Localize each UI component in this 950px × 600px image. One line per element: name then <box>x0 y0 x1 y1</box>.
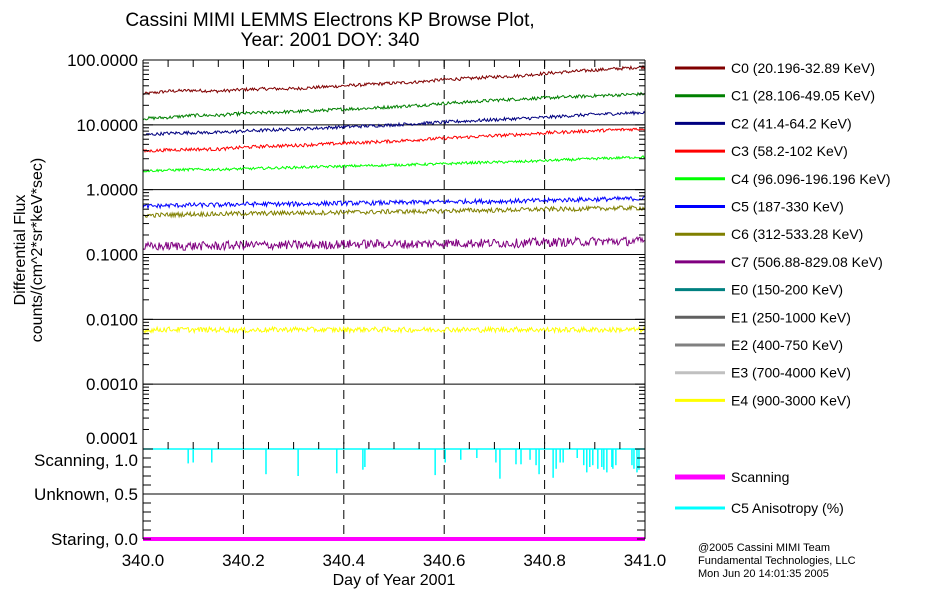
legend-label: E3 (700-4000 KeV) <box>731 365 851 381</box>
y-tick-label: 1.0000 <box>86 181 138 200</box>
series-line <box>142 195 646 210</box>
y-tick-label: 0.0100 <box>86 310 138 329</box>
y-tick-label: 10.0000 <box>77 116 138 135</box>
series-line <box>142 110 646 137</box>
x-tick-label: 340.6 <box>423 551 466 570</box>
legend-label: C0 (20.196-32.89 KeV) <box>731 60 875 76</box>
series-line <box>142 325 646 335</box>
y-tick-label: Staring, 0.0 <box>51 530 138 549</box>
y-axis-label-line2: counts/(cm^2*sr*keV*sec) <box>29 158 46 342</box>
x-tick-label: 340.8 <box>523 551 566 570</box>
legend-label: Scanning <box>731 469 789 485</box>
series-group <box>142 64 646 541</box>
legend-label: C5 Anisotropy (%) <box>731 500 844 516</box>
x-tick-label: 340.2 <box>222 551 265 570</box>
legend-label: C5 (187-330 KeV) <box>731 199 844 215</box>
y-tick-label: 0.0010 <box>86 375 138 394</box>
footer-line1: @2005 Cassini MIMI Team <box>698 542 830 554</box>
legend-label: C4 (96.096-196.196 KeV) <box>731 171 891 187</box>
legend-label: C7 (506.88-829.08 KeV) <box>731 254 883 270</box>
legend-label: E2 (400-750 KeV) <box>731 337 843 353</box>
x-tick-label: 340.4 <box>323 551 366 570</box>
footer-line2: Fundamental Technologies, LLC <box>698 555 856 567</box>
x-tick-label: 341.0 <box>624 551 667 570</box>
chart-title-line1: Cassini MIMI LEMMS Electrons KP Browse P… <box>125 10 534 31</box>
series-line <box>142 64 646 96</box>
y-axis-label-line1: Differential Flux <box>12 195 29 306</box>
y-tick-label: 0.1000 <box>86 246 138 265</box>
chart-title-line2: Year: 2001 DOY: 340 <box>241 30 420 51</box>
legend-label: C1 (28.106-49.05 KeV) <box>731 88 875 104</box>
y-tick-label: Scanning, 1.0 <box>34 451 138 470</box>
y-tick-label: 100.0000 <box>67 51 138 70</box>
legend-label: C3 (58.2-102 KeV) <box>731 143 848 159</box>
axes: 100.0000 10.0000 1.0000 0.1000 0.0100 0.0010 0… <box>34 51 666 570</box>
legend-label: E1 (250-1000 KeV) <box>731 309 851 325</box>
grid <box>143 59 645 540</box>
legend-label: C2 (41.4-64.2 KeV) <box>731 115 852 131</box>
y-tick-label: 0.0001 <box>86 429 138 448</box>
x-tick-label: 340.0 <box>122 551 165 570</box>
series-line <box>142 204 646 219</box>
series-line <box>142 91 646 121</box>
legend-label: E4 (900-3000 KeV) <box>731 392 851 408</box>
footer-line3: Mon Jun 20 14:01:35 2005 <box>698 568 829 580</box>
series-line <box>142 127 646 153</box>
legend-label: E0 (150-200 KeV) <box>731 282 843 298</box>
y-tick-label: Unknown, 0.5 <box>34 485 138 504</box>
series-line <box>142 155 646 173</box>
x-axis-label: Day of Year 2001 <box>333 572 456 589</box>
legend-label: C6 (312-533.28 KeV) <box>731 226 863 242</box>
series-line <box>142 235 646 252</box>
legend: C0 (20.196-32.89 KeV) C1 (28.106-49.05 Ke… <box>675 60 891 516</box>
